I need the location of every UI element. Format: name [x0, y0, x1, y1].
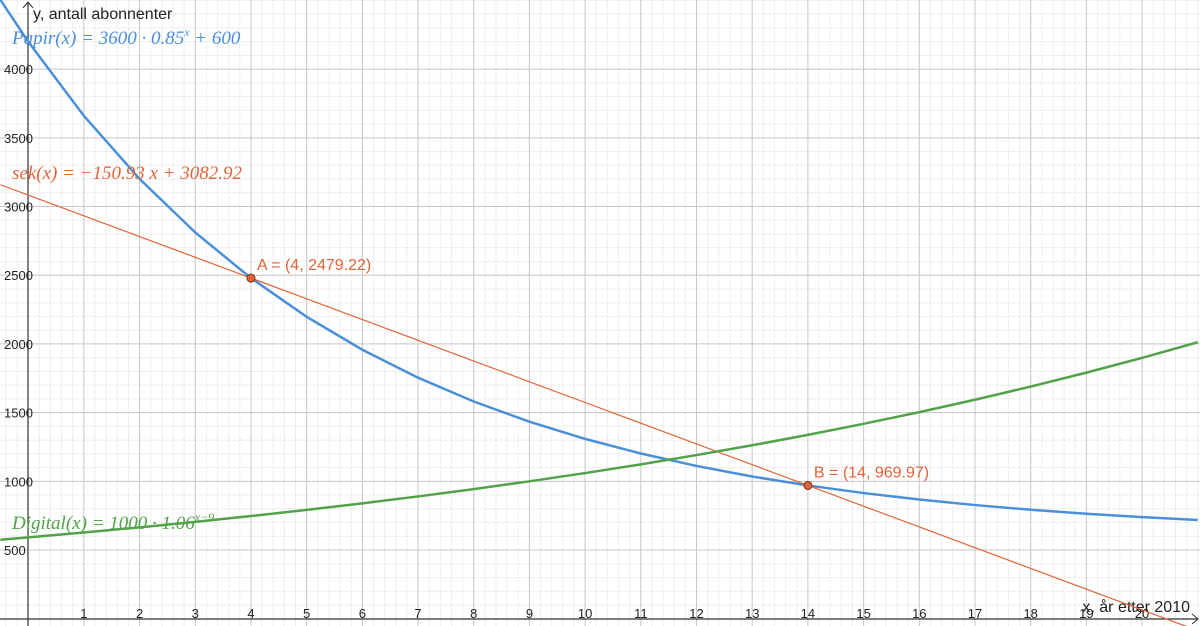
y-axis-label: y, antall abonnenter: [33, 6, 173, 23]
function-curve: [0, 341, 1199, 541]
x-tick-label: 18: [1023, 606, 1037, 621]
x-tick-label: 14: [801, 606, 815, 621]
x-tick-label: 6: [359, 606, 366, 621]
x-tick-label: 2: [136, 606, 143, 621]
x-tick-label: 16: [912, 606, 926, 621]
x-axis-label: x, år etter 2010: [1082, 598, 1190, 616]
function-label-part: Papir(x) = 3600 · 0.85: [11, 28, 184, 49]
y-tick-label: 2500: [4, 268, 33, 283]
y-tick-label: 4000: [4, 62, 33, 77]
x-tick-label: 9: [526, 606, 533, 621]
function-label: Digital(x) = 1000 · 1.06x−9: [11, 510, 214, 534]
function-label-part: Digital(x) = 1000 · 1.06: [11, 513, 195, 534]
y-tick-label: 500: [4, 543, 26, 558]
x-tick-label: 5: [303, 606, 310, 621]
y-tick-label: 1500: [4, 406, 33, 421]
x-axis-arrow: [1191, 613, 1199, 625]
point-label: A = (4, 2479.22): [257, 257, 371, 274]
y-tick-label: 2000: [4, 337, 33, 352]
x-tick-label: 15: [856, 606, 870, 621]
function-label-part: + 600: [190, 28, 241, 49]
x-tick-label: 11: [634, 606, 648, 621]
y-tick-label: 1000: [4, 474, 33, 489]
function-curve: [0, 0, 1198, 522]
x-tick-label: 7: [414, 606, 421, 621]
point: [803, 480, 813, 490]
y-axis-arrow: [22, 1, 34, 9]
x-tick-label: 20: [1135, 606, 1149, 621]
x-tick-label: 19: [1079, 606, 1093, 621]
x-tick-label: 10: [578, 606, 592, 621]
x-tick-label: 13: [745, 606, 759, 621]
point: [246, 273, 256, 283]
x-tick-label: 1: [80, 606, 87, 621]
function-curve: [0, 184, 1188, 626]
x-tick-label: 12: [689, 606, 703, 621]
y-tick-label: 3500: [4, 131, 33, 146]
function-label: sek(x) = −150.93 x + 3082.92: [12, 163, 242, 184]
function-label-part: x: [183, 25, 190, 39]
function-label: Papir(x) = 3600 · 0.85x + 600: [11, 25, 241, 49]
function-label-part: x−9: [194, 510, 214, 524]
point-label: B = (14, 969.97): [814, 464, 929, 481]
x-tick-label: 3: [192, 606, 199, 621]
x-tick-label: 4: [247, 606, 254, 621]
y-tick-label: 3000: [4, 200, 33, 215]
function-label-part: sek(x) = −150.93 x + 3082.92: [12, 163, 242, 184]
x-tick-label: 8: [470, 606, 477, 621]
x-tick-label: 17: [968, 606, 982, 621]
